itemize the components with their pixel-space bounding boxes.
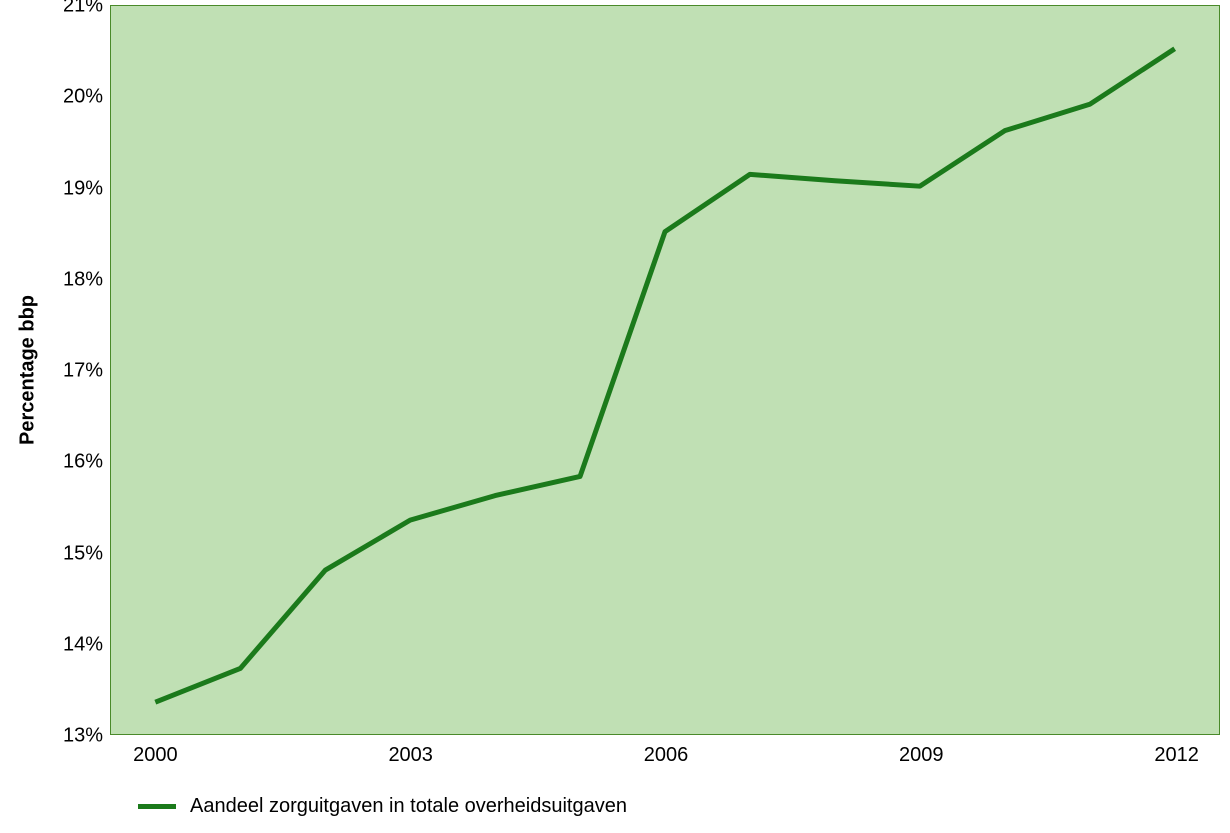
line-chart-svg [111,6,1219,734]
y-tick-label: 14% [63,633,111,656]
series-line [155,49,1174,702]
y-tick-label: 18% [63,268,111,291]
legend-label: Aandeel zorguitgaven in totale overheids… [190,795,627,818]
y-tick-label: 17% [63,360,111,383]
y-tick-label: 20% [63,86,111,109]
y-tick-label: 16% [63,451,111,474]
chart-container: 13% 14% 15% 16% 17% 18% 19% 20% 21% 2000 2003 2006 2… [0,0,1230,833]
x-tick-label: 2009 [899,734,944,767]
y-tick-label: 19% [63,177,111,200]
legend: Aandeel zorguitgaven in totale overheids… [138,795,627,818]
legend-line-swatch [138,804,176,809]
x-tick-label: 2000 [133,734,178,767]
x-tick-label: 2012 [1154,734,1199,767]
y-tick-label: 21% [63,0,111,18]
y-tick-label: 15% [63,542,111,565]
y-tick-label: 13% [63,725,111,748]
x-tick-label: 2003 [388,734,433,767]
y-axis-title: Percentage bbp [17,295,40,445]
x-tick-label: 2006 [644,734,689,767]
plot-area: 13%14%15%16%17%18%19%20%21%2000200320062… [110,5,1220,735]
